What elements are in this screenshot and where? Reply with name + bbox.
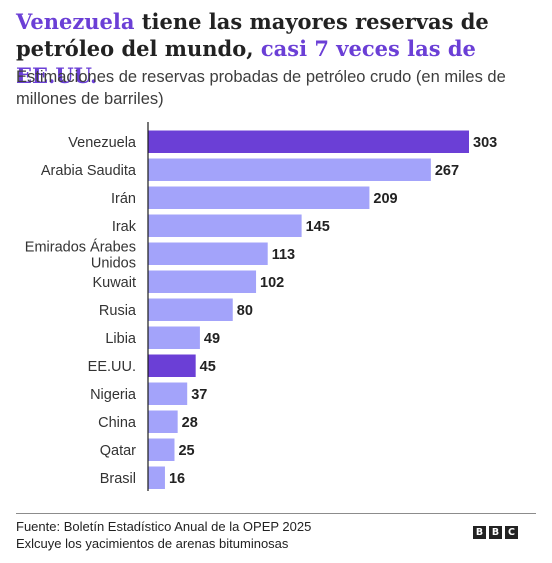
category-label-china: China: [98, 415, 137, 431]
category-label-kuwait: Kuwait: [92, 275, 136, 291]
bar-chart: Venezuela 303 Arabia Saudita 267 Irán 209 Irak…: [25, 122, 497, 491]
category-label-qatar: Qatar: [100, 443, 136, 459]
bar-nigeria: [148, 382, 188, 405]
value-label-nigeria: 37: [191, 387, 207, 403]
bar-arabia-saudita: [148, 158, 431, 181]
bbc-logo-letter-2: B: [489, 526, 502, 539]
title-highlight-venezuela: Venezuela: [16, 9, 135, 34]
bar-irak: [148, 214, 302, 237]
category-label-ee-uu: EE.UU.: [88, 359, 136, 375]
bar-brasil: [148, 466, 165, 489]
bar-rusia: [148, 298, 233, 321]
footer: Fuente: Boletín Estadístico Anual de la …: [16, 518, 311, 552]
category-label-libia: Libia: [105, 331, 137, 347]
value-label-emirados-arabes-unidos: 113: [272, 247, 295, 263]
chart-title: Venezuela tiene las mayores reservas de …: [16, 8, 536, 89]
bar-ee-uu: [148, 354, 196, 377]
category-label-irak: Irak: [112, 219, 137, 235]
footer-divider: [16, 513, 536, 514]
value-label-ee-uu: 45: [200, 359, 216, 375]
bar-iran: [148, 186, 370, 209]
category-label-arabia-saudita: Arabia Saudita: [41, 163, 137, 179]
value-label-libia: 49: [204, 331, 220, 347]
value-label-irak: 145: [306, 219, 330, 235]
category-label-venezuela: Venezuela: [68, 135, 137, 151]
category-label-brasil: Brasil: [100, 471, 136, 487]
title-middle-text: tiene las mayores reservas de petróleo d…: [16, 9, 489, 61]
bbc-logo: B B C: [473, 526, 518, 539]
bar-china: [148, 410, 178, 433]
value-label-iran: 209: [373, 191, 397, 207]
bbc-logo-letter-3: C: [505, 526, 518, 539]
bar-emirados-arabes-unidos: [148, 242, 268, 265]
value-label-rusia: 80: [237, 303, 253, 319]
category-label-nigeria: Nigeria: [90, 387, 137, 403]
bar-venezuela: [148, 130, 469, 153]
value-label-kuwait: 102: [260, 275, 284, 291]
chart-subtitle: Estimaciones de reservas probadas de pet…: [16, 68, 506, 108]
category-label-iran: Irán: [111, 191, 136, 207]
source-note: Fuente: Boletín Estadístico Anual de la …: [16, 519, 312, 534]
value-label-venezuela: 303: [473, 135, 497, 151]
title-highlight-comparison: casi 7 veces las de EE.UU.: [16, 36, 476, 88]
value-label-qatar: 25: [178, 443, 194, 459]
value-label-brasil: 16: [169, 471, 185, 487]
bbc-logo-letter-1: B: [473, 526, 486, 539]
bar-qatar: [148, 438, 175, 461]
bar-kuwait: [148, 270, 257, 293]
value-label-arabia-saudita: 267: [435, 163, 459, 179]
value-label-china: 28: [182, 415, 198, 431]
bar-libia: [148, 326, 200, 349]
exclusion-note: Exlcuye los yacimientos de arenas bitumi…: [16, 536, 289, 551]
category-label-emirados-arabes-unidos: Emirados Árabes Unidos: [25, 238, 136, 271]
category-label-rusia: Rusia: [99, 303, 137, 319]
